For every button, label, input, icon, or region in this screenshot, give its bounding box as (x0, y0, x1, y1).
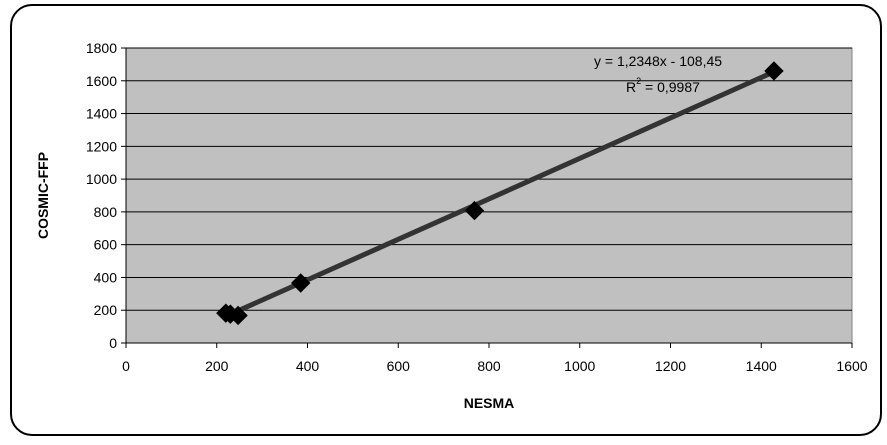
data-point (464, 200, 485, 221)
trendline (223, 69, 777, 319)
x-tick-label: 0 (122, 358, 130, 374)
y-tick-label: 1800 (86, 40, 117, 56)
x-tick-label: 1400 (746, 358, 777, 374)
x-axis-title: NESMA (464, 395, 515, 411)
r-squared-label: R2 = 0,9987 (626, 76, 700, 95)
x-ticks: 0 200 400 600 800 1000 1200 1400 1600 (122, 343, 868, 374)
r-squared-value: = 0,9987 (641, 79, 700, 95)
y-tick-label: 1200 (86, 138, 117, 154)
trendline-equation: y = 1,2348x - 108,45 (594, 53, 722, 69)
y-tick-label: 800 (94, 204, 118, 220)
plot-area (125, 47, 853, 344)
r-squared-exponent: 2 (636, 76, 641, 86)
x-tick-label: 400 (296, 358, 320, 374)
data-points (216, 61, 784, 326)
y-tick-label: 1400 (86, 106, 117, 122)
y-axis-title: COSMIC-FFP (35, 152, 51, 239)
y-tick-label: 600 (94, 237, 118, 253)
gridlines (126, 47, 852, 311)
x-tick-label: 1000 (564, 358, 595, 374)
y-tick-label: 200 (94, 302, 118, 318)
data-point (290, 273, 311, 293)
y-ticks: 0 200 400 600 800 1000 1200 1400 1600 1800 (86, 40, 126, 351)
y-tick-label: 0 (109, 335, 117, 351)
y-tick-label: 1000 (86, 171, 117, 187)
y-tick-label: 400 (94, 269, 118, 285)
r-squared-prefix: R (626, 79, 636, 95)
x-tick-label: 800 (477, 358, 501, 374)
data-point (228, 305, 248, 326)
y-tick-label: 1600 (86, 73, 117, 89)
data-point (764, 61, 784, 81)
x-tick-label: 200 (205, 358, 229, 374)
x-tick-label: 600 (387, 358, 411, 374)
x-tick-label: 1600 (836, 358, 867, 374)
x-tick-label: 1200 (655, 358, 686, 374)
